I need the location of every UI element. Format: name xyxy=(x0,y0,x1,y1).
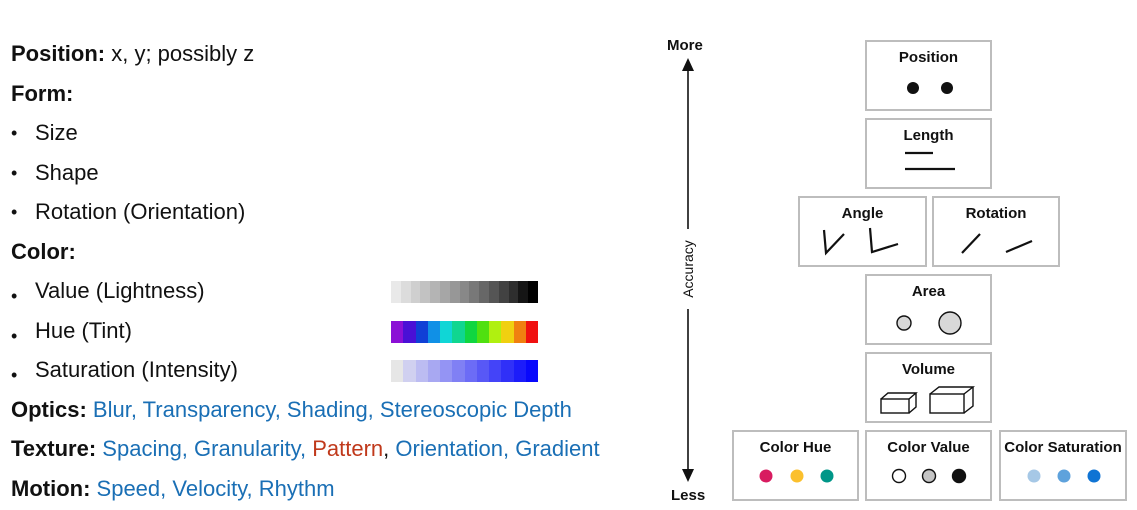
hue-swatch-4 xyxy=(440,321,452,343)
saturation-swatch-8 xyxy=(489,360,501,382)
box-volume: Volume xyxy=(865,352,992,423)
value-swatch-1 xyxy=(401,281,411,303)
optics-heading: Optics: xyxy=(11,397,87,422)
value-swatch-13 xyxy=(518,281,528,303)
box-color-saturation: Color Saturation xyxy=(999,430,1127,501)
form-item-shape: Shape xyxy=(11,155,661,195)
hue-dots-icon xyxy=(734,432,861,503)
hue-swatch-1 xyxy=(403,321,415,343)
value-swatch-3 xyxy=(420,281,430,303)
saturation-swatch-4 xyxy=(440,360,452,382)
saturation-swatch-3 xyxy=(428,360,440,382)
box-color-hue: Color Hue xyxy=(732,430,859,501)
rotation-icon xyxy=(934,198,1062,269)
saturation-swatch-7 xyxy=(477,360,489,382)
value-swatch-4 xyxy=(430,281,440,303)
hue-swatch-10 xyxy=(514,321,526,343)
value-swatch-6 xyxy=(450,281,460,303)
axis-accuracy-label: Accuracy xyxy=(680,229,696,309)
visual-variables-list: Position: x, y; possibly z Form: Size Sh… xyxy=(11,36,661,510)
color-hue-row: Hue (Tint) xyxy=(11,313,661,353)
angle-icon xyxy=(800,198,929,269)
position-row: Position: x, y; possibly z xyxy=(11,36,661,76)
value-swatch-7 xyxy=(460,281,470,303)
area-circles-icon xyxy=(867,276,994,347)
value-swatch-12 xyxy=(509,281,519,303)
color-item-value: Value (Lightness) xyxy=(11,278,205,303)
texture-text-2: Orientation, Gradient xyxy=(389,436,599,461)
volume-cubes-icon xyxy=(867,354,994,425)
hue-swatch-9 xyxy=(501,321,513,343)
motion-row: Motion: Speed, Velocity, Rhythm xyxy=(11,471,661,510)
motion-heading: Motion: xyxy=(11,476,90,501)
value-swatch-11 xyxy=(499,281,509,303)
saturation-swatch-9 xyxy=(501,360,513,382)
value-swatch-5 xyxy=(440,281,450,303)
value-swatch-strip xyxy=(391,281,538,303)
saturation-swatch-1 xyxy=(403,360,415,382)
value-swatch-2 xyxy=(411,281,421,303)
saturation-swatch-2 xyxy=(416,360,428,382)
hue-swatch-8 xyxy=(489,321,501,343)
position-heading: Position: xyxy=(11,41,105,66)
length-lines-icon xyxy=(867,120,994,191)
saturation-swatch-0 xyxy=(391,360,403,382)
box-length: Length xyxy=(865,118,992,189)
color-item-hue: Hue (Tint) xyxy=(11,318,132,343)
value-swatch-0 xyxy=(391,281,401,303)
hue-swatch-7 xyxy=(477,321,489,343)
hue-swatch-6 xyxy=(465,321,477,343)
hue-swatch-5 xyxy=(452,321,464,343)
saturation-swatch-11 xyxy=(526,360,538,382)
hue-swatch-11 xyxy=(526,321,538,343)
value-swatch-9 xyxy=(479,281,489,303)
value-swatch-10 xyxy=(489,281,499,303)
texture-text-1: Spacing, Granularity, xyxy=(102,436,312,461)
form-item-size: Size xyxy=(11,115,661,155)
color-item-saturation: Saturation (Intensity) xyxy=(11,357,238,382)
texture-heading: Texture: xyxy=(11,436,96,461)
position-text: x, y; possibly z xyxy=(111,41,254,66)
saturation-swatch-6 xyxy=(465,360,477,382)
saturation-dots-icon xyxy=(1001,432,1129,503)
saturation-swatch-strip xyxy=(391,360,538,382)
saturation-swatch-10 xyxy=(514,360,526,382)
hue-swatch-2 xyxy=(416,321,428,343)
color-saturation-row: Saturation (Intensity) xyxy=(11,352,661,392)
motion-text: Speed, Velocity, Rhythm xyxy=(97,476,335,501)
texture-row: Texture: Spacing, Granularity, Pattern, … xyxy=(11,431,661,471)
texture-pattern: Pattern xyxy=(312,436,383,461)
saturation-swatch-5 xyxy=(452,360,464,382)
box-angle: Angle xyxy=(798,196,927,267)
value-swatch-8 xyxy=(469,281,479,303)
box-color-value: Color Value xyxy=(865,430,992,501)
axis-more-label: More xyxy=(667,37,703,54)
hue-swatch-3 xyxy=(428,321,440,343)
form-item-rotation: Rotation (Orientation) xyxy=(11,194,661,234)
position-dots-icon xyxy=(867,42,994,113)
box-position: Position xyxy=(865,40,992,111)
optics-row: Optics: Blur, Transparency, Shading, Ste… xyxy=(11,392,661,432)
color-value-row: Value (Lightness) xyxy=(11,273,661,313)
value-dots-icon xyxy=(867,432,994,503)
color-heading: Color: xyxy=(11,234,661,274)
axis-less-label: Less xyxy=(671,487,705,504)
form-heading: Form: xyxy=(11,76,661,116)
value-swatch-14 xyxy=(528,281,538,303)
hue-swatch-strip xyxy=(391,321,538,343)
box-area: Area xyxy=(865,274,992,345)
box-rotation: Rotation xyxy=(932,196,1060,267)
optics-text: Blur, Transparency, Shading, Stereoscopi… xyxy=(93,397,572,422)
hue-swatch-0 xyxy=(391,321,403,343)
